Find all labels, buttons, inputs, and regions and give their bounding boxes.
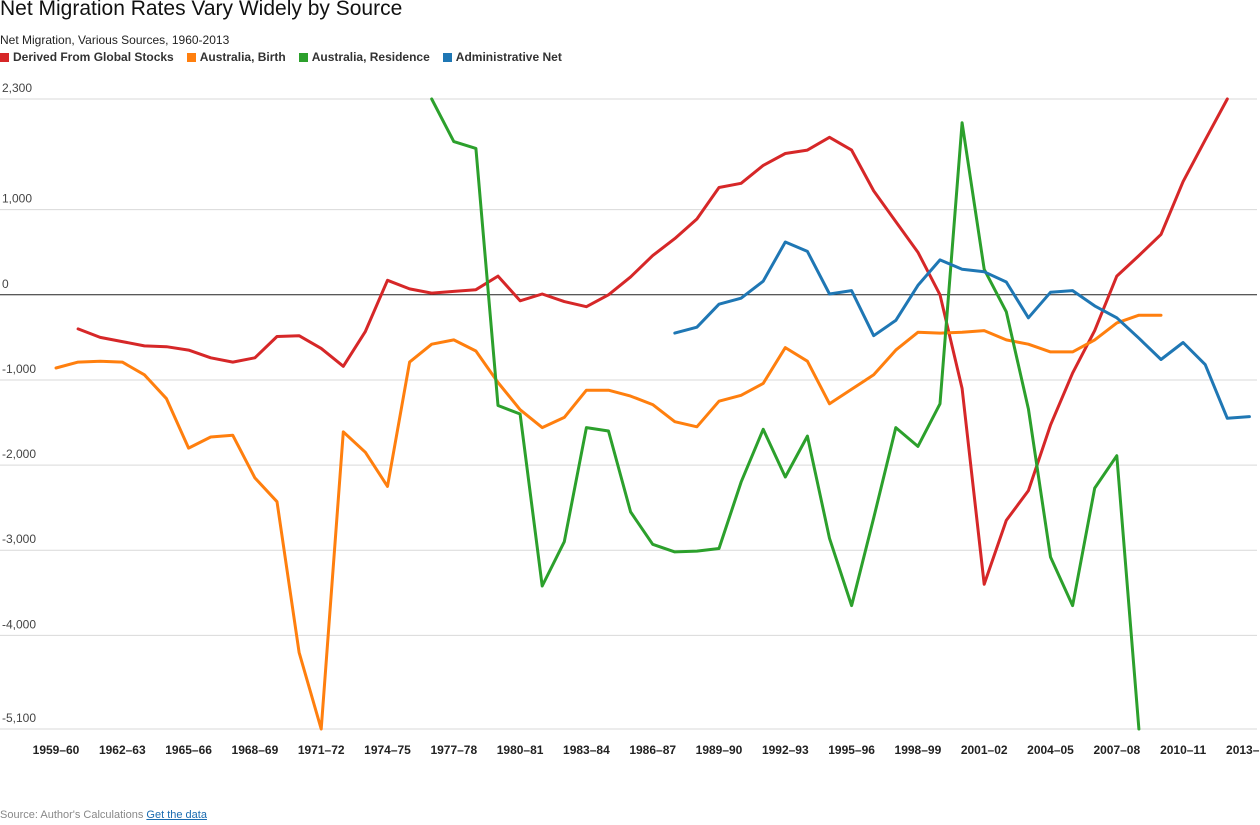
chart-subtitle: Net Migration, Various Sources, 1960-201… xyxy=(0,33,230,47)
series-line-australia-birth xyxy=(54,313,1163,731)
legend-item-administrative-net[interactable]: Administrative Net xyxy=(442,50,562,64)
x-tick-label: 1986–87 xyxy=(629,743,676,757)
series-line-administrative-net xyxy=(673,240,1251,420)
x-tick-label: 1962–63 xyxy=(99,743,146,757)
x-tick-label: 1983–84 xyxy=(563,743,610,757)
x-tick-label: 1977–78 xyxy=(430,743,477,757)
y-tick-label: 0 xyxy=(2,277,9,291)
x-tick-label: 2001–02 xyxy=(961,743,1008,757)
y-tick-label: -5,100 xyxy=(2,711,36,725)
x-tick-label: 1968–69 xyxy=(232,743,279,757)
x-tick-label: 1995–96 xyxy=(828,743,875,757)
x-tick-label: 1974–75 xyxy=(364,743,411,757)
x-tick-label: 1959–60 xyxy=(33,743,80,757)
x-tick-label: 1971–72 xyxy=(298,743,345,757)
legend-item-global-stocks[interactable]: Derived From Global Stocks xyxy=(0,50,174,64)
x-tick-label: 2010–11 xyxy=(1160,743,1206,757)
x-tick-label: 1980–81 xyxy=(497,743,544,757)
series-line-australia-residence xyxy=(430,97,1141,731)
y-tick-label: -4,000 xyxy=(2,617,36,631)
source-text: Source: Author's Calculations xyxy=(0,809,144,821)
y-tick-label: 1,000 xyxy=(2,192,32,206)
legend-label-administrative-net: Administrative Net xyxy=(455,50,562,64)
y-tick-label: 2,300 xyxy=(2,81,32,95)
legend-swatch-australia-residence xyxy=(298,52,308,62)
chart-title: Net Migration Rates Vary Widely by Sourc… xyxy=(0,0,403,20)
series-line-derived-from-global-stocks xyxy=(76,97,1229,586)
x-tick-label: 2013–14 xyxy=(1226,743,1260,757)
x-tick-label: 1965–66 xyxy=(165,743,212,757)
legend-label-australia-birth: Australia, Birth xyxy=(199,50,286,64)
legend-item-australia-birth[interactable]: Australia, Birth xyxy=(186,50,286,64)
legend-swatch-global-stocks xyxy=(0,52,9,62)
legend-swatch-administrative-net xyxy=(442,52,452,62)
get-data-link[interactable]: Get the data xyxy=(146,809,207,821)
y-tick-label: -3,000 xyxy=(2,532,36,546)
legend-label-australia-residence: Australia, Residence xyxy=(311,50,430,64)
legend-label-global-stocks: Derived From Global Stocks xyxy=(13,50,174,64)
y-tick-label: -1,000 xyxy=(2,362,36,376)
legend-item-australia-residence[interactable]: Australia, Residence xyxy=(298,50,430,64)
x-tick-label: 1998–99 xyxy=(895,743,942,757)
y-tick-label: -2,000 xyxy=(2,447,36,461)
line-chart: 2,300 1,000 0 -1,000 -2,000 -3,000 -4,000 -5,10… xyxy=(0,81,1260,757)
legend-swatch-australia-birth xyxy=(186,52,196,62)
x-tick-label: 2004–05 xyxy=(1027,743,1074,757)
source-note: Source: Author's Calculations Get the da… xyxy=(0,809,207,821)
chart-legend: Derived From Global Stocks Australia, Bi… xyxy=(0,49,575,65)
x-tick-label: 1992–93 xyxy=(762,743,809,757)
x-tick-label: 1989–90 xyxy=(696,743,743,757)
x-tick-label: 2007–08 xyxy=(1093,743,1140,757)
